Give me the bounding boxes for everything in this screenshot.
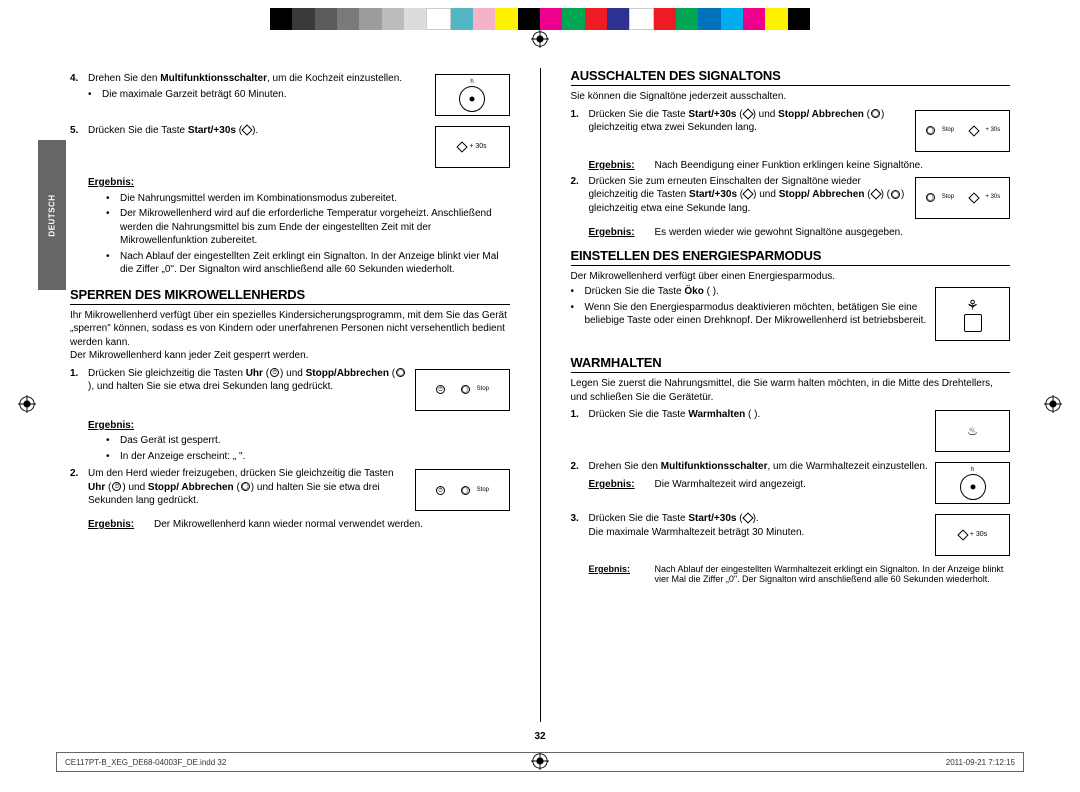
- warm-step-1: 1. ♨ Drücken Sie die Taste Warmhalten ( …: [571, 408, 1011, 456]
- stop-icon: ◯: [926, 126, 935, 135]
- color-calibration-bar: [270, 8, 810, 30]
- result-label: Ergebnis:: [589, 227, 649, 238]
- warmhold-icon: ♨: [967, 423, 978, 439]
- result-label: Ergebnis:: [589, 564, 649, 584]
- diamond-icon: [870, 189, 881, 200]
- clock-icon: ⏱: [436, 486, 445, 495]
- footer-filename: CE117PT-B_XEG_DE68-04003F_DE.indd 32: [65, 758, 226, 767]
- stop-start-illustration: ◯Stop + 30s: [915, 177, 1010, 219]
- clock-icon: ⏱: [436, 385, 445, 394]
- result-label: Ergebnis:: [589, 478, 649, 492]
- left-column: 4. h Drehen Sie den Multifunktionsschalt…: [70, 68, 510, 722]
- dial-illustration: h: [435, 74, 510, 116]
- stop-icon: ◯: [926, 193, 935, 202]
- page-content: 4. h Drehen Sie den Multifunktionsschalt…: [70, 68, 1010, 722]
- result-label: Ergebnis:: [88, 420, 134, 431]
- stop-icon: ◯: [461, 385, 470, 394]
- lock-step-1: 1. ⏱ ◯Stop Drücken Sie gleichzeitig die …: [70, 367, 510, 415]
- result-label: Ergebnis:: [88, 519, 148, 530]
- start-button-illustration: + 30s: [935, 514, 1010, 556]
- heading-warm: WARMHALTEN: [571, 355, 1011, 373]
- dial-illustration: h: [935, 462, 1010, 504]
- heading-lock: SPERREN DES MIKROWELLENHERDS: [70, 287, 510, 305]
- clock-stop-illustration: ⏱ ◯Stop: [415, 469, 510, 511]
- warmhold-illustration: ♨: [935, 410, 1010, 452]
- diamond-icon: [969, 125, 980, 136]
- warm-step-3: 3. + 30s Drücken Sie die Taste Start/+30…: [571, 512, 1011, 560]
- start-button-illustration: + 30s: [435, 126, 510, 168]
- result-label: Ergebnis:: [589, 160, 649, 171]
- heading-eco: EINSTELLEN DES ENERGIESPARMODUS: [571, 248, 1011, 266]
- diamond-icon: [457, 141, 468, 152]
- diamond-icon: [742, 108, 753, 119]
- clock-icon: ⏱: [270, 368, 279, 377]
- registration-mark-icon: [18, 395, 36, 413]
- clock-icon: ⏱: [112, 482, 121, 491]
- signal-step-1: 1. ◯Stop + 30s Drücken Sie die Taste Sta…: [571, 108, 1011, 156]
- diamond-icon: [969, 192, 980, 203]
- eco-illustration: ⚘: [935, 287, 1010, 341]
- print-footer: CE117PT-B_XEG_DE68-04003F_DE.indd 32 201…: [56, 752, 1024, 772]
- diamond-icon: [241, 125, 252, 136]
- step-5: 5. + 30s Drücken Sie die Taste Start/+30…: [70, 124, 510, 172]
- clock-stop-illustration: ⏱ ◯Stop: [415, 369, 510, 411]
- column-divider: [540, 68, 541, 722]
- stop-icon: ◯: [241, 482, 250, 491]
- diamond-icon: [742, 189, 753, 200]
- registration-mark-icon: [531, 30, 549, 48]
- result-label: Ergebnis:: [88, 177, 134, 188]
- stop-icon: ◯: [461, 486, 470, 495]
- language-tab: DEUTSCH: [38, 140, 66, 290]
- step-4: 4. h Drehen Sie den Multifunktionsschalt…: [70, 72, 510, 120]
- stop-icon: ◯: [871, 109, 880, 118]
- diamond-icon: [957, 529, 968, 540]
- diamond-icon: [742, 513, 753, 524]
- right-column: AUSSCHALTEN DES SIGNALTONS Sie können di…: [571, 68, 1011, 722]
- stop-icon: ◯: [396, 368, 405, 377]
- footer-timestamp: 2011-09-21 7:12:15: [946, 758, 1015, 767]
- stop-icon: ◯: [891, 190, 900, 199]
- stop-start-illustration: ◯Stop + 30s: [915, 110, 1010, 152]
- lock-step-2: 2. ⏱ ◯Stop Um den Herd wieder freizugebe…: [70, 467, 510, 515]
- registration-mark-icon: [1044, 395, 1062, 413]
- warm-step-2: 2. h Drehen Sie den Multifunktionsschalt…: [571, 460, 1011, 508]
- eco-icon: ⚘: [966, 297, 979, 314]
- page-number: 32: [534, 731, 545, 742]
- heading-signal: AUSSCHALTEN DES SIGNALTONS: [571, 68, 1011, 86]
- language-label: DEUTSCH: [48, 194, 57, 236]
- signal-step-2: 2. ◯Stop + 30s Drücken Sie zum erneuten …: [571, 175, 1011, 223]
